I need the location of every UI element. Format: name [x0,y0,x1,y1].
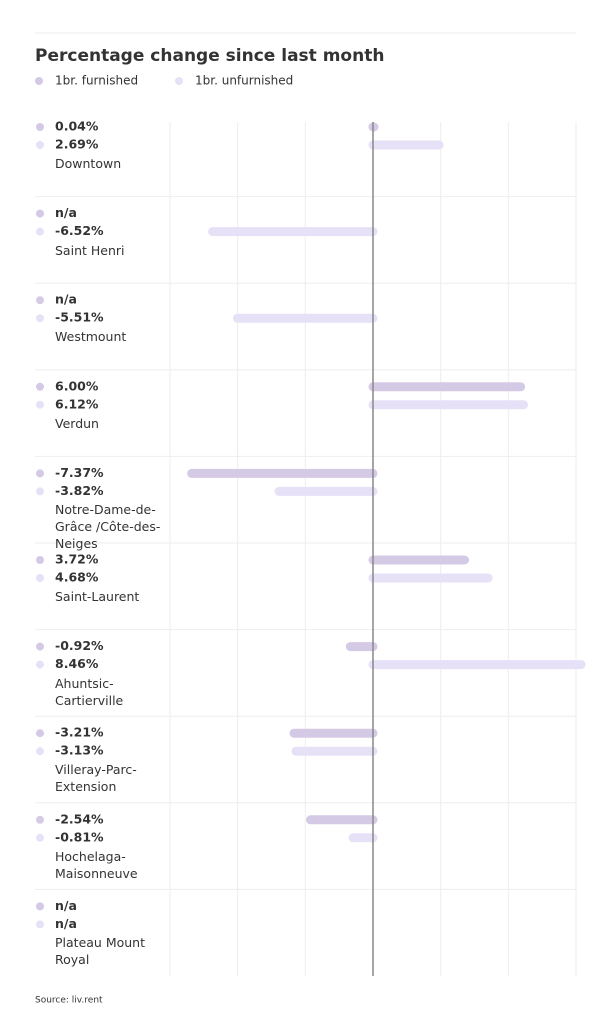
series-dot [36,141,44,149]
legend-dot [35,77,43,85]
series-dot [36,642,44,651]
value-label: n/a [55,205,77,220]
value-label: -3.13% [55,743,104,758]
value-label: -0.81% [55,829,104,844]
value-label: -0.92% [55,638,104,653]
series-dot [36,574,44,582]
category-label: Saint-Laurent [55,589,140,604]
series-dot [36,400,44,409]
series-dot [36,296,44,305]
series-dot [36,902,44,911]
legend-label: 1br. unfurnished [195,74,293,88]
value-label: n/a [55,292,77,307]
series-dot [36,314,44,323]
value-label: -7.37% [55,465,104,480]
series-dot [36,469,44,478]
series-dot [36,833,44,842]
chart-title: Percentage change since last month [35,46,384,66]
series-dot [36,729,44,738]
category-label: Plateau Mount Royal [55,935,145,968]
value-label: 2.69% [55,137,99,152]
category-label: Downtown [55,156,122,171]
series-dot [36,123,44,131]
value-label: 3.72% [55,552,99,567]
series-dot [36,556,44,564]
category-label: Saint Henri [55,242,125,258]
value-label: n/a [55,916,77,931]
source: Source: liv.rent [35,996,103,1006]
value-label: 8.46% [55,656,99,671]
series-dot [36,209,44,218]
value-label: 6.00% [55,378,99,393]
value-label: -3.21% [55,725,104,740]
category-label: Ahuntsic-Cartierville [55,675,124,708]
value-label: 0.04% [55,119,99,134]
legend-label: 1br. furnished [55,74,138,88]
legend-dot [175,77,183,85]
category-label: Villeray-Parc-Extension [55,762,137,795]
category-label: Notre-Dame-de-Grâce /Côte-des-Neiges [55,502,161,552]
series-dot [36,920,44,929]
series-dot [36,487,44,496]
value-label: n/a [55,898,77,913]
series-dot [36,747,44,756]
value-label: -6.52% [55,223,104,238]
category-label: Verdun [55,415,99,431]
value-label: -2.54% [55,811,104,826]
value-label: 6.12% [55,396,99,411]
series-dot [36,660,44,669]
category-label: Westmount [55,329,127,345]
series-dot [36,227,44,236]
series-dot [36,815,44,824]
value-label: -5.51% [55,310,104,325]
category-label: Hochelaga-Maisonneuve [55,848,138,881]
series-dot [36,382,44,391]
value-label: -3.82% [55,483,104,498]
value-label: 4.68% [55,570,99,585]
